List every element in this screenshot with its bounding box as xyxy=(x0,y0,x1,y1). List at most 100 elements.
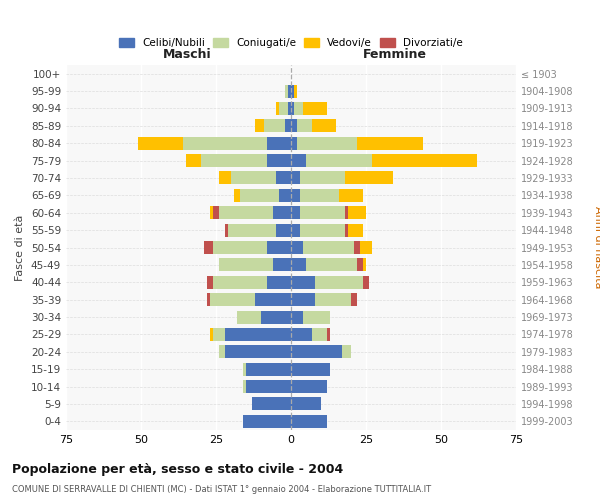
Bar xyxy=(306,258,357,272)
Bar xyxy=(300,224,345,236)
Bar xyxy=(363,258,366,272)
Bar xyxy=(291,172,300,184)
Y-axis label: Anni di nascita: Anni di nascita xyxy=(593,206,600,289)
Bar xyxy=(279,102,288,115)
Bar xyxy=(207,276,213,289)
Bar xyxy=(303,102,327,115)
Bar xyxy=(300,172,345,184)
Bar xyxy=(285,120,291,132)
Bar xyxy=(204,241,213,254)
Bar xyxy=(201,154,267,167)
Bar xyxy=(291,398,321,410)
Bar xyxy=(210,328,213,341)
Bar xyxy=(354,241,360,254)
Bar xyxy=(219,346,225,358)
Bar xyxy=(312,328,327,341)
Bar xyxy=(255,120,264,132)
Bar xyxy=(291,206,300,220)
Bar xyxy=(351,293,357,306)
Bar xyxy=(246,380,291,393)
Bar xyxy=(291,136,297,149)
Bar xyxy=(267,136,291,149)
Bar xyxy=(339,189,363,202)
Bar xyxy=(243,362,246,376)
Bar xyxy=(291,380,327,393)
Bar xyxy=(138,136,183,149)
Bar xyxy=(300,206,345,220)
Bar xyxy=(219,206,273,220)
Bar xyxy=(225,328,291,341)
Bar xyxy=(345,206,348,220)
Bar xyxy=(315,293,351,306)
Bar xyxy=(285,84,288,98)
Text: Femmine: Femmine xyxy=(362,48,427,62)
Bar xyxy=(357,136,423,149)
Bar xyxy=(312,120,336,132)
Bar xyxy=(225,346,291,358)
Bar xyxy=(363,276,369,289)
Bar xyxy=(213,328,225,341)
Bar xyxy=(291,328,312,341)
Bar xyxy=(291,258,306,272)
Bar xyxy=(186,154,201,167)
Bar xyxy=(252,398,291,410)
Bar xyxy=(213,276,267,289)
Bar xyxy=(291,362,330,376)
Bar xyxy=(291,293,315,306)
Bar xyxy=(294,84,297,98)
Bar xyxy=(342,346,351,358)
Bar xyxy=(234,189,240,202)
Bar xyxy=(276,224,291,236)
Bar xyxy=(267,276,291,289)
Bar xyxy=(291,154,306,167)
Bar xyxy=(357,258,363,272)
Bar xyxy=(360,241,372,254)
Bar xyxy=(291,241,303,254)
Bar xyxy=(294,102,303,115)
Bar xyxy=(213,241,267,254)
Bar xyxy=(225,224,228,236)
Bar xyxy=(213,206,219,220)
Bar xyxy=(276,102,279,115)
Bar xyxy=(231,172,276,184)
Bar xyxy=(261,310,291,324)
Bar xyxy=(210,293,255,306)
Bar xyxy=(279,189,291,202)
Bar xyxy=(210,206,213,220)
Bar xyxy=(297,120,312,132)
Bar xyxy=(237,310,261,324)
Bar xyxy=(246,362,291,376)
Bar xyxy=(303,241,354,254)
Bar xyxy=(243,415,291,428)
Bar xyxy=(303,310,330,324)
Bar xyxy=(315,276,363,289)
Bar xyxy=(276,172,291,184)
Bar xyxy=(291,102,294,115)
Bar xyxy=(267,241,291,254)
Bar xyxy=(345,224,348,236)
Bar xyxy=(264,120,285,132)
Bar xyxy=(291,346,342,358)
Bar xyxy=(288,102,291,115)
Bar xyxy=(300,189,339,202)
Bar xyxy=(291,84,294,98)
Bar xyxy=(372,154,477,167)
Bar xyxy=(267,154,291,167)
Bar xyxy=(273,206,291,220)
Bar xyxy=(297,136,357,149)
Bar xyxy=(207,293,210,306)
Bar xyxy=(219,258,273,272)
Bar xyxy=(240,189,279,202)
Bar xyxy=(306,154,372,167)
Bar xyxy=(183,136,267,149)
Bar xyxy=(345,172,393,184)
Bar xyxy=(228,224,276,236)
Bar xyxy=(291,189,300,202)
Y-axis label: Fasce di età: Fasce di età xyxy=(16,214,25,280)
Legend: Celibi/Nubili, Coniugati/e, Vedovi/e, Divorziati/e: Celibi/Nubili, Coniugati/e, Vedovi/e, Di… xyxy=(115,34,467,52)
Bar xyxy=(291,310,303,324)
Bar xyxy=(291,276,315,289)
Bar xyxy=(219,172,231,184)
Text: COMUNE DI SERRAVALLE DI CHIENTI (MC) - Dati ISTAT 1° gennaio 2004 - Elaborazione: COMUNE DI SERRAVALLE DI CHIENTI (MC) - D… xyxy=(12,485,431,494)
Text: Maschi: Maschi xyxy=(163,48,212,62)
